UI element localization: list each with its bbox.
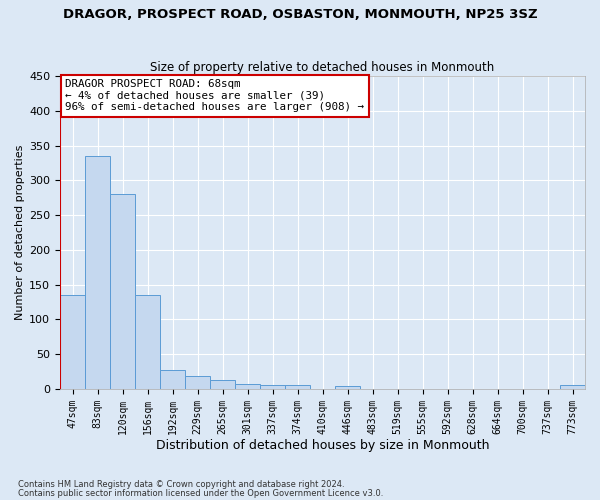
X-axis label: Distribution of detached houses by size in Monmouth: Distribution of detached houses by size … — [156, 440, 489, 452]
Bar — [285, 385, 310, 389]
Bar — [185, 376, 210, 389]
Title: Size of property relative to detached houses in Monmouth: Size of property relative to detached ho… — [151, 60, 494, 74]
Bar — [335, 386, 360, 389]
Bar — [210, 380, 235, 389]
Bar — [260, 385, 285, 389]
Text: DRAGOR, PROSPECT ROAD, OSBASTON, MONMOUTH, NP25 3SZ: DRAGOR, PROSPECT ROAD, OSBASTON, MONMOUT… — [62, 8, 538, 20]
Y-axis label: Number of detached properties: Number of detached properties — [15, 145, 25, 320]
Bar — [110, 194, 135, 389]
Bar — [135, 295, 160, 389]
Bar — [160, 370, 185, 389]
Text: Contains public sector information licensed under the Open Government Licence v3: Contains public sector information licen… — [18, 490, 383, 498]
Bar — [560, 385, 585, 389]
Bar — [235, 384, 260, 389]
Bar — [85, 156, 110, 389]
Text: DRAGOR PROSPECT ROAD: 68sqm
← 4% of detached houses are smaller (39)
96% of semi: DRAGOR PROSPECT ROAD: 68sqm ← 4% of deta… — [65, 79, 364, 112]
Bar — [60, 295, 85, 389]
Text: Contains HM Land Registry data © Crown copyright and database right 2024.: Contains HM Land Registry data © Crown c… — [18, 480, 344, 489]
